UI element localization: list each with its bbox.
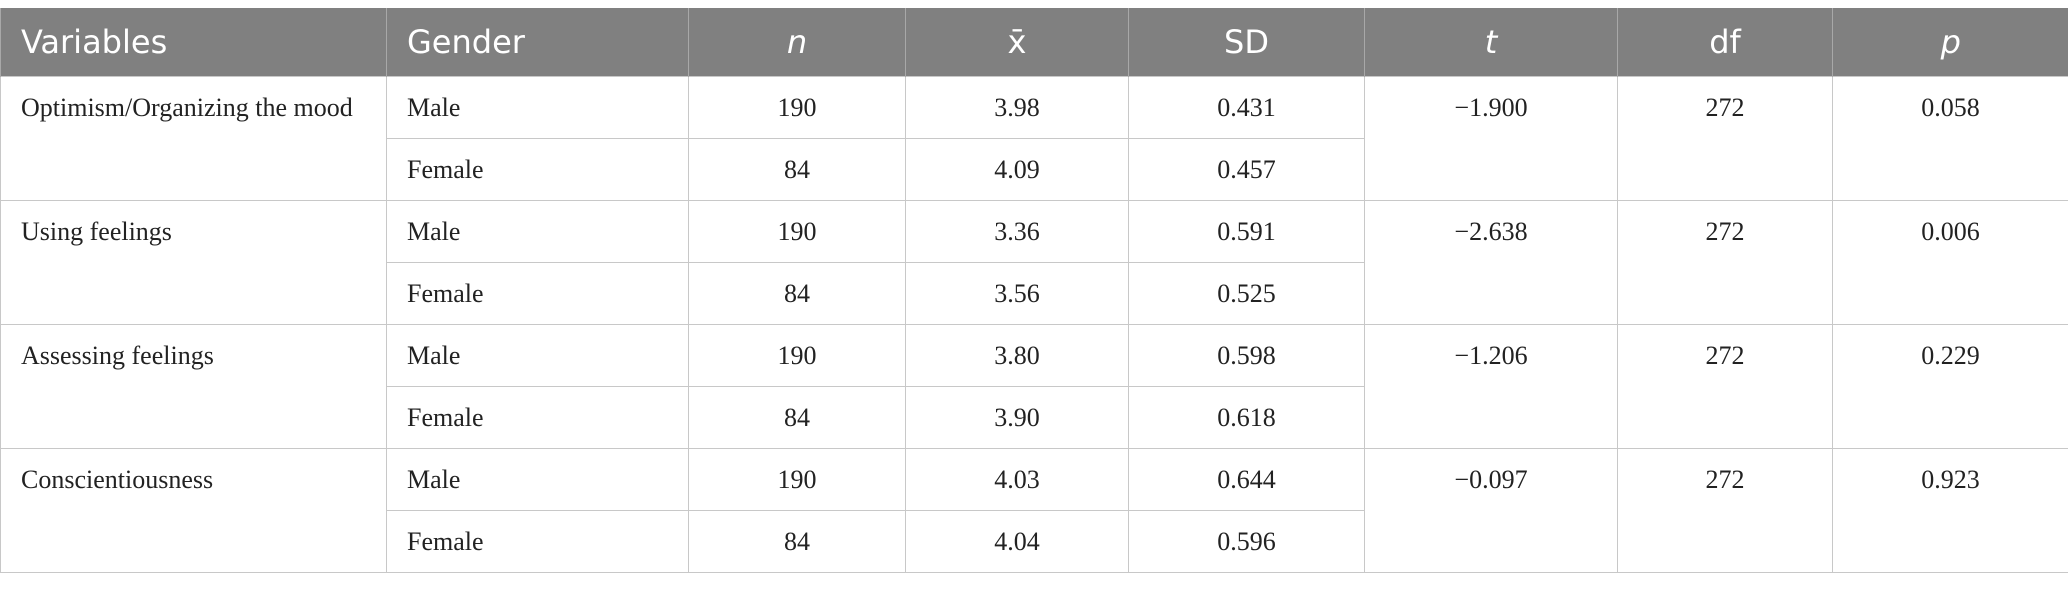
mean-cell: 4.03 — [906, 449, 1129, 511]
mean-cell: 3.98 — [906, 77, 1129, 139]
mean-cell: 3.90 — [906, 387, 1129, 449]
df-cell: 272 — [1618, 77, 1833, 201]
n-cell: 190 — [689, 449, 906, 511]
sd-cell: 0.618 — [1129, 387, 1365, 449]
column-header: n — [689, 8, 906, 77]
n-cell: 84 — [689, 511, 906, 573]
sd-cell: 0.644 — [1129, 449, 1365, 511]
df-cell: 272 — [1618, 201, 1833, 325]
mean-cell: 4.09 — [906, 139, 1129, 201]
column-header: Variables — [1, 8, 387, 77]
n-cell: 190 — [689, 77, 906, 139]
t-cell: −0.097 — [1365, 449, 1618, 573]
p-cell: 0.006 — [1833, 201, 2068, 325]
df-cell: 272 — [1618, 325, 1833, 449]
gender-cell: Female — [387, 263, 689, 325]
p-cell: 0.229 — [1833, 325, 2068, 449]
gender-cell: Female — [387, 387, 689, 449]
mean-cell: 3.56 — [906, 263, 1129, 325]
gender-cell: Female — [387, 511, 689, 573]
sd-cell: 0.457 — [1129, 139, 1365, 201]
column-header: p — [1833, 8, 2068, 77]
column-header: x̄ — [906, 8, 1129, 77]
variable-cell: Assessing feelings — [1, 325, 387, 449]
p-cell: 0.923 — [1833, 449, 2068, 573]
column-header: SD — [1129, 8, 1365, 77]
gender-cell: Male — [387, 77, 689, 139]
sd-cell: 0.596 — [1129, 511, 1365, 573]
variable-cell: Optimism/Organizing the mood — [1, 77, 387, 201]
variable-cell: Using feelings — [1, 201, 387, 325]
t-cell: −2.638 — [1365, 201, 1618, 325]
variable-cell: Conscientiousness — [1, 449, 387, 573]
p-cell: 0.058 — [1833, 77, 2068, 201]
gender-cell: Male — [387, 201, 689, 263]
sd-cell: 0.598 — [1129, 325, 1365, 387]
n-cell: 84 — [689, 387, 906, 449]
t-cell: −1.900 — [1365, 77, 1618, 201]
mean-cell: 3.36 — [906, 201, 1129, 263]
mean-cell: 4.04 — [906, 511, 1129, 573]
n-cell: 190 — [689, 201, 906, 263]
df-cell: 272 — [1618, 449, 1833, 573]
column-header: df — [1618, 8, 1833, 77]
gender-cell: Male — [387, 325, 689, 387]
n-cell: 190 — [689, 325, 906, 387]
gender-cell: Female — [387, 139, 689, 201]
column-header: t — [1365, 8, 1618, 77]
column-header: Gender — [387, 8, 689, 77]
n-cell: 84 — [689, 139, 906, 201]
gender-cell: Male — [387, 449, 689, 511]
t-cell: −1.206 — [1365, 325, 1618, 449]
sd-cell: 0.431 — [1129, 77, 1365, 139]
sd-cell: 0.525 — [1129, 263, 1365, 325]
n-cell: 84 — [689, 263, 906, 325]
mean-cell: 3.80 — [906, 325, 1129, 387]
sd-cell: 0.591 — [1129, 201, 1365, 263]
